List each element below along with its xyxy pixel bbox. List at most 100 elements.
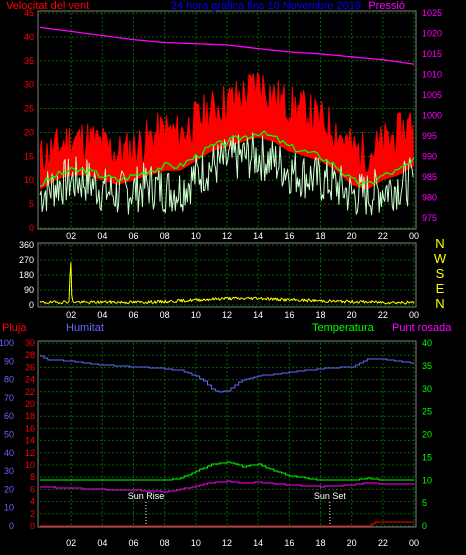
y-tick-label-wind: 30 <box>24 80 34 90</box>
y-tick-label-temperature: 0 <box>422 521 427 531</box>
y-tick-label-direction: 270 <box>19 255 34 265</box>
x-tick-label: 22 <box>378 231 388 241</box>
y-tick-label-rain: 20 <box>25 399 35 409</box>
pressure-line <box>39 26 415 65</box>
x-tick-label: 08 <box>160 538 170 548</box>
x-tick-label: 12 <box>222 231 232 241</box>
compass-label: N <box>435 296 444 311</box>
x-tick-label: 04 <box>97 538 107 548</box>
x-tick-label: 14 <box>253 310 263 320</box>
temperature-label: Temperatura <box>312 322 375 334</box>
sun-marker-label: Sun Set <box>314 491 347 501</box>
y-tick-label-rain: 14 <box>25 436 35 446</box>
x-tick-label: 18 <box>315 538 325 548</box>
y-tick-label-rain: 10 <box>25 460 35 470</box>
y-tick-label-rain: 28 <box>25 350 35 360</box>
y-tick-label-direction: 360 <box>19 240 34 250</box>
y-tick-label-temperature: 5 <box>422 498 427 508</box>
x-tick-label: 20 <box>347 231 357 241</box>
dewpoint-label: Punt rosada <box>392 322 452 334</box>
y-tick-label-direction: 0 <box>29 300 34 310</box>
y-tick-label-wind: 5 <box>29 199 34 209</box>
y-tick-label-pressure: 1025 <box>422 8 442 18</box>
y-tick-label-wind: 40 <box>24 32 34 42</box>
x-tick-label: 16 <box>284 538 294 548</box>
y-tick-label-pressure: 1010 <box>422 69 442 79</box>
compass-label: W <box>434 251 447 266</box>
humidity-line <box>40 355 414 393</box>
pressure-label: Pressió <box>368 0 405 12</box>
y-tick-label-pressure: 975 <box>422 213 437 223</box>
y-tick-label-temperature: 40 <box>422 338 432 348</box>
x-tick-label: 22 <box>378 310 388 320</box>
y-tick-label-rain: 30 <box>25 338 35 348</box>
y-tick-label-rain: 22 <box>25 387 35 397</box>
x-tick-label: 10 <box>191 310 201 320</box>
x-tick-label: 18 <box>315 231 325 241</box>
y-tick-label-rain: 12 <box>25 448 35 458</box>
y-tick-label-rain: 4 <box>30 497 35 507</box>
header-labels: Velocitat del vent 24 hora gràfica fins … <box>6 0 405 12</box>
x-tick-label: 02 <box>66 538 76 548</box>
y-tick-label-pressure: 985 <box>422 172 437 182</box>
y-tick-label-wind: 15 <box>24 151 34 161</box>
grid-layer <box>40 12 415 527</box>
y-tick-label-rain: 8 <box>30 472 35 482</box>
y-tick-label-rain: 26 <box>25 362 35 372</box>
x-tick-label: 06 <box>128 538 138 548</box>
y-tick-label-rain: 24 <box>25 375 35 385</box>
rain-label: Pluja <box>2 322 27 334</box>
y-tick-label-temperature: 20 <box>422 430 432 440</box>
tick-labels-layer: 0510152025303540459759809859909951000100… <box>0 8 447 548</box>
compass-label: N <box>435 236 444 251</box>
y-tick-label-humidity: 30 <box>4 466 14 476</box>
y-tick-label-humidity: 0 <box>9 521 14 531</box>
direction-plot-frame <box>37 242 417 308</box>
wind-direction-line <box>39 262 415 305</box>
wind-pressure-plot-frame <box>37 10 417 230</box>
bottom-panel-labels: Pluja Humitat Temperatura Punt rosada <box>2 322 452 334</box>
x-tick-label: 02 <box>66 231 76 241</box>
x-tick-label: 00 <box>409 231 419 241</box>
y-tick-label-wind: 25 <box>24 104 34 114</box>
y-tick-label-humidity: 60 <box>4 411 14 421</box>
x-tick-label: 20 <box>347 310 357 320</box>
x-tick-label: 06 <box>128 310 138 320</box>
y-tick-label-humidity: 80 <box>4 375 14 385</box>
compass-label: E <box>436 281 445 296</box>
y-tick-label-humidity: 50 <box>4 430 14 440</box>
x-tick-label: 02 <box>66 310 76 320</box>
y-tick-label-temperature: 30 <box>422 384 432 394</box>
y-tick-label-wind: 0 <box>29 223 34 233</box>
y-tick-label-rain: 6 <box>30 484 35 494</box>
x-tick-label: 14 <box>253 231 263 241</box>
y-tick-label-pressure: 1020 <box>422 28 442 38</box>
y-tick-label-temperature: 25 <box>422 407 432 417</box>
y-tick-label-pressure: 1000 <box>422 110 442 120</box>
x-tick-label: 00 <box>409 538 419 548</box>
x-tick-label: 16 <box>284 231 294 241</box>
humidity-temp-plot-frame <box>37 340 417 528</box>
wind-speed-line <box>39 72 414 176</box>
gust-line <box>39 132 414 216</box>
x-tick-label: 10 <box>191 231 201 241</box>
x-tick-label: 14 <box>253 538 263 548</box>
dewpoint-line <box>40 480 414 493</box>
y-tick-label-humidity: 70 <box>4 393 14 403</box>
x-tick-label: 04 <box>97 231 107 241</box>
x-tick-label: 12 <box>222 538 232 548</box>
y-tick-label-rain: 16 <box>25 423 35 433</box>
wind-speed-label: Velocitat del vent <box>6 0 89 12</box>
y-tick-label-humidity: 10 <box>4 503 14 513</box>
panel-frames <box>37 10 417 528</box>
y-tick-label-pressure: 980 <box>422 192 437 202</box>
compass-label: S <box>436 266 445 281</box>
y-tick-label-pressure: 990 <box>422 151 437 161</box>
y-tick-label-wind: 35 <box>24 56 34 66</box>
x-tick-label: 18 <box>315 310 325 320</box>
y-tick-label-humidity: 100 <box>0 338 14 348</box>
humidity-label: Humitat <box>66 322 104 334</box>
rain-line <box>40 521 414 527</box>
y-tick-label-direction: 180 <box>19 270 34 280</box>
x-tick-label: 10 <box>191 538 201 548</box>
